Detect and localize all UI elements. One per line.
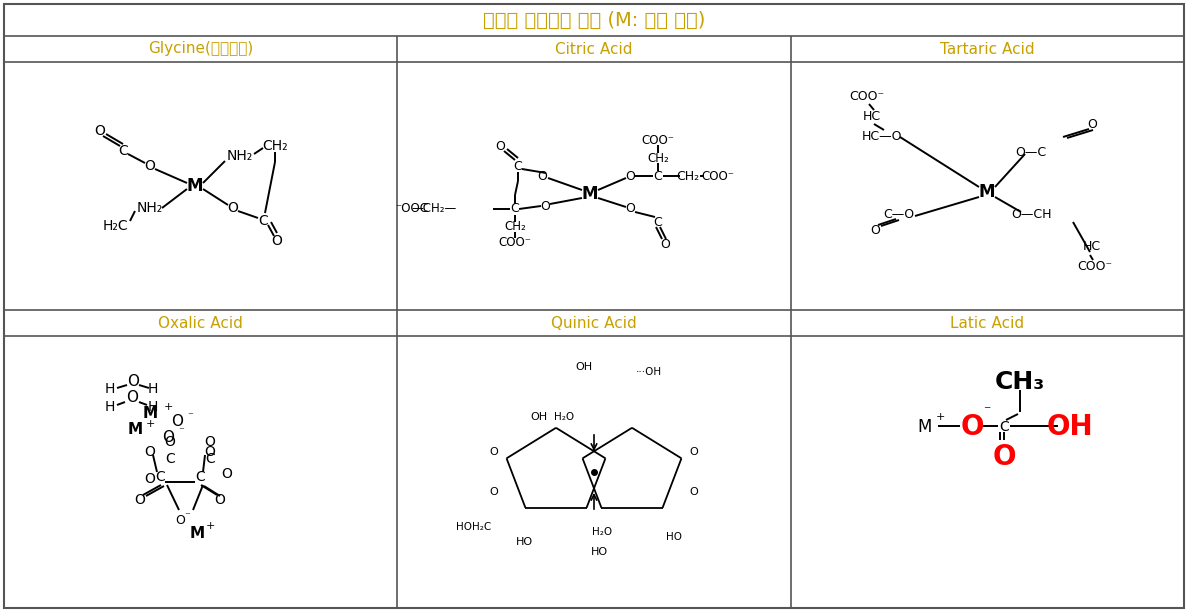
Text: H: H <box>147 382 158 396</box>
Text: ⁻: ⁻ <box>184 511 190 521</box>
Text: M: M <box>979 183 996 201</box>
Text: O: O <box>204 445 215 459</box>
Text: M: M <box>582 185 599 203</box>
Text: Tartaric Acid: Tartaric Acid <box>940 42 1035 56</box>
Text: COO⁻: COO⁻ <box>849 91 885 103</box>
Text: O: O <box>689 447 699 457</box>
Text: O—C: O—C <box>1016 146 1047 159</box>
Text: O: O <box>145 445 156 459</box>
Text: Citric Acid: Citric Acid <box>555 42 633 56</box>
Text: ⁻: ⁻ <box>984 403 991 417</box>
Text: Glycine(아미노산): Glycine(아미노산) <box>148 42 253 56</box>
Text: H: H <box>105 400 115 414</box>
Text: O: O <box>272 234 283 248</box>
Text: ⁻: ⁻ <box>187 411 192 421</box>
Text: O: O <box>625 170 634 182</box>
Text: M: M <box>143 406 158 422</box>
Text: —CH₂—: —CH₂— <box>411 203 456 215</box>
Text: O: O <box>489 447 499 457</box>
Text: H: H <box>147 400 158 414</box>
Text: OH: OH <box>530 412 548 422</box>
Text: O: O <box>489 487 499 497</box>
Text: HC: HC <box>862 111 881 124</box>
Text: Latic Acid: Latic Acid <box>950 316 1024 330</box>
Text: O: O <box>165 435 176 449</box>
Text: M: M <box>189 526 204 542</box>
Text: +: + <box>145 419 154 429</box>
Text: O—CH: O—CH <box>1011 207 1051 220</box>
Text: NH₂: NH₂ <box>227 149 253 163</box>
Text: O: O <box>134 493 145 507</box>
Text: COO⁻: COO⁻ <box>1078 261 1113 274</box>
Text: O: O <box>960 413 984 441</box>
Text: O: O <box>127 375 139 389</box>
Text: O: O <box>171 414 183 430</box>
Text: ···OH: ···OH <box>636 367 662 377</box>
Text: C: C <box>511 203 519 215</box>
Text: O: O <box>689 487 699 497</box>
Text: CH₂: CH₂ <box>676 170 700 182</box>
Text: O: O <box>992 443 1016 471</box>
Text: O: O <box>175 513 185 526</box>
Text: Quinic Acid: Quinic Acid <box>551 316 637 330</box>
Text: HO: HO <box>666 532 682 542</box>
Text: O: O <box>625 203 634 215</box>
Text: Oxalic Acid: Oxalic Acid <box>158 316 244 330</box>
Text: HO: HO <box>516 537 532 547</box>
Text: H: H <box>105 382 115 396</box>
Text: H₂O: H₂O <box>554 412 574 422</box>
Text: O: O <box>215 493 226 507</box>
Text: ⁻OOC: ⁻OOC <box>396 203 429 215</box>
Text: M: M <box>127 422 143 438</box>
Text: CH₂: CH₂ <box>504 220 526 234</box>
Text: +: + <box>206 521 215 531</box>
Text: O: O <box>95 124 106 138</box>
Text: O: O <box>145 472 156 486</box>
Text: ⁻: ⁻ <box>178 426 184 436</box>
Text: O: O <box>661 237 670 250</box>
Text: CH₃: CH₃ <box>994 370 1045 394</box>
Text: COO⁻: COO⁻ <box>499 236 531 250</box>
Text: C: C <box>258 214 267 228</box>
Text: H₂C: H₂C <box>102 219 128 233</box>
Text: HO: HO <box>590 547 607 557</box>
Text: COO⁻: COO⁻ <box>701 170 734 182</box>
Text: M: M <box>187 177 203 195</box>
Text: O: O <box>541 200 550 212</box>
Text: M: M <box>918 418 933 436</box>
Text: OH: OH <box>575 362 593 372</box>
Text: +: + <box>935 412 944 422</box>
Text: O: O <box>1087 118 1097 130</box>
Text: O: O <box>145 159 156 173</box>
Text: O: O <box>222 467 233 481</box>
Text: C: C <box>653 170 663 182</box>
Text: O: O <box>495 140 505 152</box>
Text: C: C <box>195 470 204 484</box>
Text: C: C <box>156 470 165 484</box>
Text: O: O <box>204 435 215 449</box>
Text: C—O: C—O <box>884 207 915 220</box>
Text: HC: HC <box>1083 241 1101 253</box>
Text: C: C <box>999 420 1009 434</box>
Text: C: C <box>206 452 215 466</box>
Text: OH: OH <box>1047 413 1093 441</box>
Text: O: O <box>870 223 880 236</box>
Text: CH₂: CH₂ <box>263 139 287 153</box>
Text: NH₂: NH₂ <box>137 201 163 215</box>
Text: O: O <box>228 201 239 215</box>
Text: C: C <box>513 160 523 173</box>
Text: C: C <box>165 452 175 466</box>
Text: COO⁻: COO⁻ <box>642 133 675 146</box>
Text: C: C <box>653 215 663 228</box>
Text: CH₂: CH₂ <box>647 152 669 165</box>
Text: O: O <box>537 170 546 182</box>
Text: HC—O: HC—O <box>861 130 902 143</box>
Text: C: C <box>118 144 128 158</box>
Text: 유기산 킬레이트 모델 (M: 금속 원소): 유기산 킬레이트 모델 (M: 금속 원소) <box>482 10 706 29</box>
Text: H₂O: H₂O <box>592 527 612 537</box>
Text: O: O <box>126 389 138 405</box>
Text: HOH₂C: HOH₂C <box>456 522 492 532</box>
Text: +: + <box>163 402 172 412</box>
Text: O: O <box>162 430 173 444</box>
